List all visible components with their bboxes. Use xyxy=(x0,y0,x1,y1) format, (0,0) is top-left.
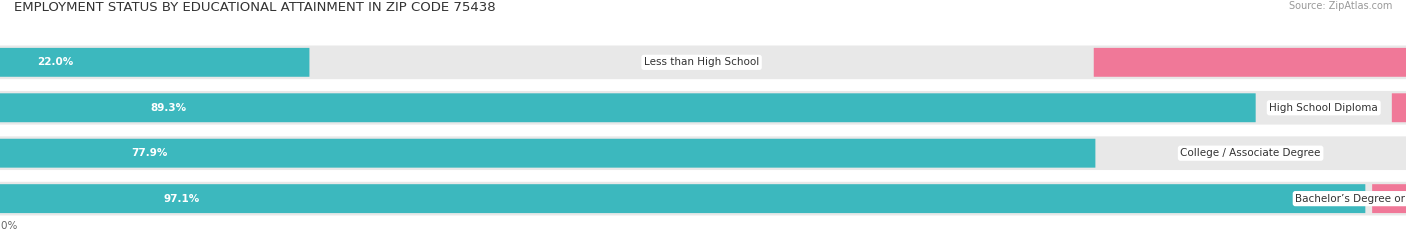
Text: High School Diploma: High School Diploma xyxy=(1270,103,1378,113)
FancyBboxPatch shape xyxy=(0,93,1256,122)
FancyBboxPatch shape xyxy=(1372,184,1406,213)
FancyBboxPatch shape xyxy=(0,136,1406,170)
Text: College / Associate Degree: College / Associate Degree xyxy=(1181,148,1320,158)
Text: 89.3%: 89.3% xyxy=(150,103,187,113)
Text: 97.1%: 97.1% xyxy=(165,194,200,204)
FancyBboxPatch shape xyxy=(0,139,1095,168)
Text: Source: ZipAtlas.com: Source: ZipAtlas.com xyxy=(1288,1,1392,11)
FancyBboxPatch shape xyxy=(1094,48,1406,77)
Text: EMPLOYMENT STATUS BY EDUCATIONAL ATTAINMENT IN ZIP CODE 75438: EMPLOYMENT STATUS BY EDUCATIONAL ATTAINM… xyxy=(14,1,496,14)
FancyBboxPatch shape xyxy=(0,45,1406,79)
Text: 22.0%: 22.0% xyxy=(37,57,73,67)
FancyBboxPatch shape xyxy=(0,182,1406,216)
FancyBboxPatch shape xyxy=(1392,93,1406,122)
Text: Less than High School: Less than High School xyxy=(644,57,759,67)
Text: Bachelor’s Degree or higher: Bachelor’s Degree or higher xyxy=(1295,194,1406,204)
FancyBboxPatch shape xyxy=(0,184,1365,213)
Text: 77.9%: 77.9% xyxy=(131,148,167,158)
FancyBboxPatch shape xyxy=(0,48,309,77)
FancyBboxPatch shape xyxy=(0,91,1406,125)
Text: 100.0%: 100.0% xyxy=(0,221,18,231)
